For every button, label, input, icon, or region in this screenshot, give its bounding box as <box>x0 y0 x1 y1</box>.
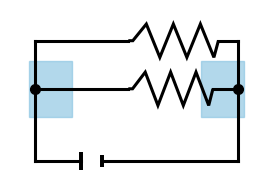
Bar <box>201 61 244 117</box>
Bar <box>29 61 72 117</box>
